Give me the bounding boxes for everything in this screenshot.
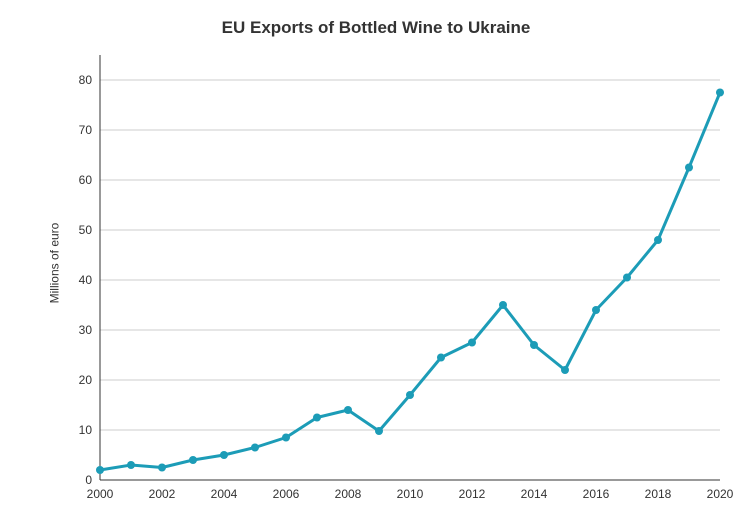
- data-point: [716, 89, 724, 97]
- data-point: [344, 406, 352, 414]
- y-tick-label: 10: [79, 423, 93, 437]
- y-tick-label: 70: [79, 123, 93, 137]
- chart-canvas: 0 10 20 30 40 50 60 70 80 2000 2002 2004 2006 2008 201…: [0, 0, 752, 526]
- data-point: [468, 339, 476, 347]
- data-point: [530, 341, 538, 349]
- data-point: [220, 451, 228, 459]
- x-tick-label: 2006: [273, 487, 300, 501]
- data-point: [158, 464, 166, 472]
- data-point: [406, 391, 414, 399]
- data-point: [685, 164, 693, 172]
- y-tick-label: 80: [79, 73, 93, 87]
- x-tick-label: 2000: [87, 487, 114, 501]
- data-point: [189, 456, 197, 464]
- data-point: [561, 366, 569, 374]
- x-tick-label: 2014: [521, 487, 548, 501]
- y-tick-label: 40: [79, 273, 93, 287]
- y-tick-label: 60: [79, 173, 93, 187]
- y-tick-label: 20: [79, 373, 93, 387]
- x-tick-label: 2012: [459, 487, 486, 501]
- x-tick-label: 2018: [645, 487, 672, 501]
- x-tick-label: 2004: [211, 487, 238, 501]
- data-point: [127, 461, 135, 469]
- data-point: [437, 354, 445, 362]
- x-tick-label: 2002: [149, 487, 176, 501]
- data-point: [251, 444, 259, 452]
- data-point: [375, 427, 383, 435]
- data-point: [654, 236, 662, 244]
- y-tick-label: 30: [79, 323, 93, 337]
- data-point: [499, 301, 507, 309]
- data-point: [623, 274, 631, 282]
- y-tick-label: 50: [79, 223, 93, 237]
- x-tick-label: 2010: [397, 487, 424, 501]
- y-tick-label: 0: [85, 473, 92, 487]
- data-point: [313, 414, 321, 422]
- data-point: [282, 434, 290, 442]
- x-tick-label: 2016: [583, 487, 610, 501]
- data-point: [592, 306, 600, 314]
- data-point: [96, 466, 104, 474]
- x-tick-label: 2008: [335, 487, 362, 501]
- x-tick-label: 2020: [707, 487, 734, 501]
